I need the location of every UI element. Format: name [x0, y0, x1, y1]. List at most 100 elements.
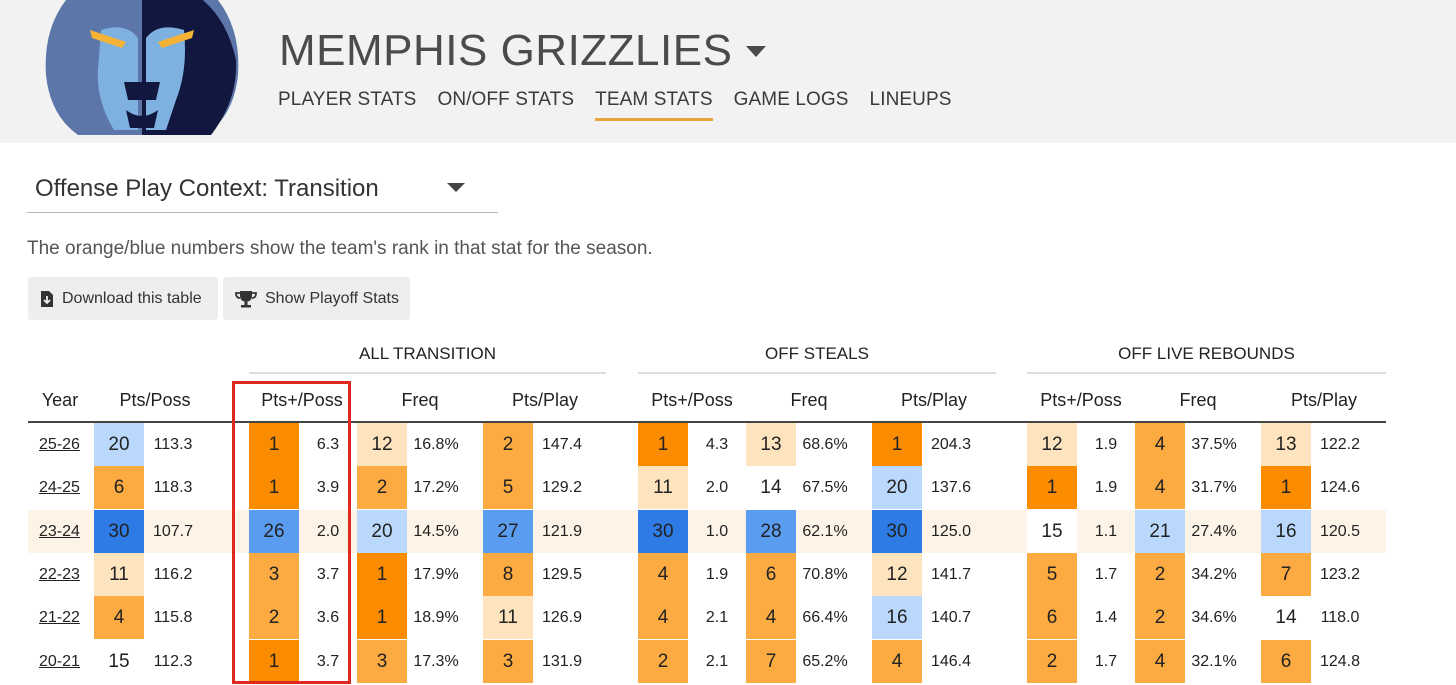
rank-badge: 11: [94, 553, 144, 596]
stat-value: 112.3: [153, 652, 193, 670]
stat-value: 17.9%: [413, 565, 459, 583]
year-link[interactable]: 21-22: [39, 608, 80, 626]
stat-value: 131.9: [541, 652, 583, 670]
stat-value: 140.7: [930, 608, 972, 626]
rank-badge: 30: [638, 510, 688, 553]
rank-badge: 4: [638, 553, 688, 596]
rank-badge: 3: [483, 640, 533, 683]
column-header[interactable]: Pts+/Poss: [651, 390, 733, 410]
rank-badge: 2: [1135, 553, 1185, 596]
stat-value: 141.7: [930, 565, 972, 583]
rank-badge: 13: [746, 423, 796, 466]
column-header[interactable]: Pts/Poss: [119, 390, 191, 410]
stat-value: 2.0: [316, 522, 340, 540]
rank-badge: 20: [357, 510, 407, 553]
stat-value: 129.5: [541, 565, 583, 583]
rank-badge: 2: [1027, 640, 1077, 683]
rank-badge: 4: [1135, 640, 1185, 683]
column-header[interactable]: Pts+/Poss: [261, 390, 343, 410]
stat-value: 27.4%: [1191, 522, 1237, 540]
column-header[interactable]: Pts/Play: [511, 390, 579, 410]
nav-player-stats[interactable]: PLAYER STATS: [278, 89, 417, 110]
rank-badge: 5: [1027, 553, 1077, 596]
column-header[interactable]: Freq: [401, 390, 439, 410]
year-link[interactable]: 22-23: [39, 565, 80, 583]
column-header[interactable]: Year: [41, 390, 79, 410]
rank-badge: 1: [357, 596, 407, 639]
caret-down-icon: [746, 45, 767, 57]
stat-value: 204.3: [930, 435, 972, 453]
rank-badge: 6: [746, 553, 796, 596]
caret-down-icon: [447, 183, 465, 192]
team-name-dropdown[interactable]: MEMPHIS GRIZZLIES: [279, 26, 767, 76]
rank-badge: 4: [94, 596, 144, 639]
stat-value: 18.9%: [413, 608, 459, 626]
stat-value: 129.2: [541, 478, 583, 496]
rank-badge: 4: [1135, 466, 1185, 509]
stat-value: 2.0: [705, 478, 729, 496]
stat-value: 121.9: [541, 522, 583, 540]
stat-value: 3.7: [316, 652, 340, 670]
play-context-select[interactable]: Offense Play Context: Transition: [27, 166, 498, 213]
rank-badge: 1: [1027, 466, 1077, 509]
rank-badge: 1: [357, 553, 407, 596]
column-header[interactable]: Freq: [1179, 390, 1217, 410]
rank-badge: 4: [638, 596, 688, 639]
rank-badge: 1: [249, 466, 299, 509]
stat-value: 1.7: [1094, 565, 1118, 583]
rank-badge: 16: [872, 596, 922, 639]
column-header[interactable]: Freq: [790, 390, 828, 410]
show-playoff-stats-button[interactable]: Show Playoff Stats: [223, 277, 410, 320]
rank-badge: 20: [94, 423, 144, 466]
rank-badge: 27: [483, 510, 533, 553]
year-link[interactable]: 24-25: [39, 478, 80, 496]
stat-value: 3.9: [316, 478, 340, 496]
nav-team-stats[interactable]: TEAM STATS: [595, 89, 713, 121]
rank-badge: 28: [746, 510, 796, 553]
stat-value: 122.2: [1319, 435, 1361, 453]
rank-badge: 11: [483, 596, 533, 639]
stat-value: 1.9: [1094, 435, 1118, 453]
rank-badge: 7: [1261, 553, 1311, 596]
stat-value: 2.1: [705, 608, 729, 626]
rank-badge: 20: [872, 466, 922, 509]
stat-value: 37.5%: [1191, 435, 1237, 453]
rank-badge: 1: [872, 423, 922, 466]
year-link[interactable]: 20-21: [39, 652, 80, 670]
stat-value: 1.9: [1094, 478, 1118, 496]
stat-value: 1.7: [1094, 652, 1118, 670]
stat-value: 137.6: [930, 478, 972, 496]
rank-badge: 15: [94, 640, 144, 683]
stat-value: 68.6%: [802, 435, 848, 453]
team-header: MEMPHIS GRIZZLIES PLAYER STATS ON/OFF ST…: [0, 0, 1456, 143]
play-context-value: Offense Play Context: Transition: [35, 175, 379, 202]
stat-value: 124.8: [1319, 652, 1361, 670]
grizzlies-logo-icon: [45, 0, 239, 135]
rank-badge: 12: [872, 553, 922, 596]
rank-badge: 3: [249, 553, 299, 596]
nav-on-off-stats[interactable]: ON/OFF STATS: [437, 89, 575, 110]
stat-value: 2.1: [705, 652, 729, 670]
team-name: MEMPHIS GRIZZLIES: [279, 26, 733, 75]
stat-value: 113.3: [153, 435, 193, 453]
rank-badge: 15: [1027, 510, 1077, 553]
stat-value: 70.8%: [802, 565, 848, 583]
stat-value: 34.2%: [1191, 565, 1237, 583]
year-link[interactable]: 23-24: [39, 522, 80, 540]
rank-badge: 2: [357, 466, 407, 509]
stat-value: 120.5: [1319, 522, 1361, 540]
team-nav: PLAYER STATS ON/OFF STATS TEAM STATS GAM…: [278, 89, 973, 121]
column-header[interactable]: Pts/Play: [900, 390, 968, 410]
nav-lineups[interactable]: LINEUPS: [869, 89, 952, 110]
stat-value: 124.6: [1319, 478, 1361, 496]
group-header-all-transition: ALL TRANSITION: [249, 344, 606, 374]
stat-value: 118.3: [153, 478, 193, 496]
stat-value: 3.6: [316, 608, 340, 626]
year-link[interactable]: 25-26: [39, 435, 80, 453]
rank-badge: 2: [249, 596, 299, 639]
stat-value: 32.1%: [1191, 652, 1237, 670]
column-header[interactable]: Pts+/Poss: [1040, 390, 1122, 410]
column-header[interactable]: Pts/Play: [1290, 390, 1358, 410]
nav-game-logs[interactable]: GAME LOGS: [733, 89, 849, 110]
download-table-button[interactable]: Download this table: [28, 277, 218, 320]
